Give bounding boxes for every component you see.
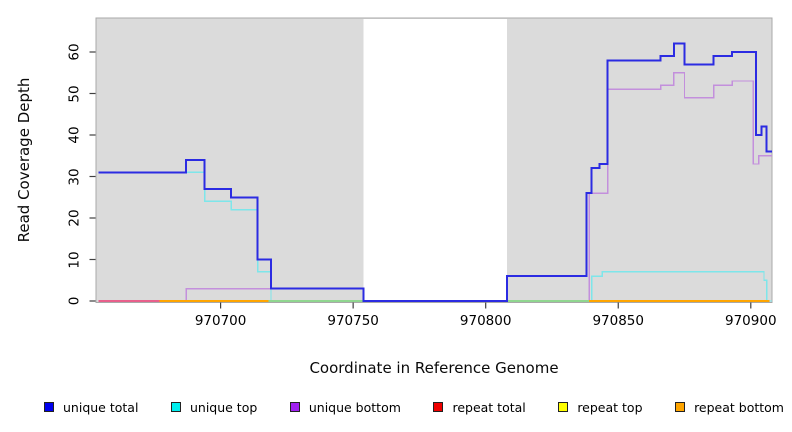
series-line-unique-total [98, 42, 772, 302]
legend-label: unique total [63, 399, 139, 415]
y-axis-title: Read Coverage Depth [15, 77, 33, 243]
panel-border [95, 17, 773, 303]
legend-item-repeat-total: repeat total [433, 399, 526, 415]
legend-swatch-icon [44, 402, 54, 412]
x-tick-label: 970900 [725, 313, 777, 329]
x-tick-label: 970850 [592, 313, 644, 329]
legend-item-unique-top: unique top [170, 399, 258, 415]
no-data-region [363, 19, 507, 302]
legend-label: repeat top [577, 399, 643, 415]
y-tick-label: 40 [66, 126, 83, 144]
legend: unique total unique top unique bottom repea… [44, 395, 784, 419]
legend-item-repeat-top: repeat top [558, 399, 643, 415]
legend-item-unique-bottom: unique bottom [289, 399, 401, 415]
y-tick-label: 50 [66, 84, 83, 103]
y-tick-label: 30 [66, 167, 83, 186]
legend-swatch-icon [433, 402, 444, 412]
y-tick-label: 60 [66, 43, 83, 61]
legend-swatch-icon [558, 402, 569, 412]
y-tick-label: 10 [66, 250, 83, 269]
legend-swatch-icon [675, 402, 686, 412]
y-tick-label: 20 [66, 209, 83, 227]
legend-swatch-icon [170, 402, 181, 412]
x-axis-title: Coordinate in Reference Genome [309, 359, 559, 377]
legend-label: unique bottom [308, 399, 401, 415]
legend-label: repeat total [452, 399, 526, 415]
x-tick-label: 970700 [194, 313, 247, 329]
legend-label: unique top [189, 399, 258, 415]
y-tick-label: 0 [66, 296, 83, 306]
legend-swatch-icon [289, 402, 300, 412]
legend-item-repeat-bottom: repeat bottom [675, 400, 784, 415]
legend-item-unique-total: unique total [44, 400, 138, 415]
x-tick-label: 970800 [459, 313, 512, 329]
legend-label: repeat bottom [694, 399, 784, 415]
x-tick-label: 970750 [327, 313, 379, 329]
